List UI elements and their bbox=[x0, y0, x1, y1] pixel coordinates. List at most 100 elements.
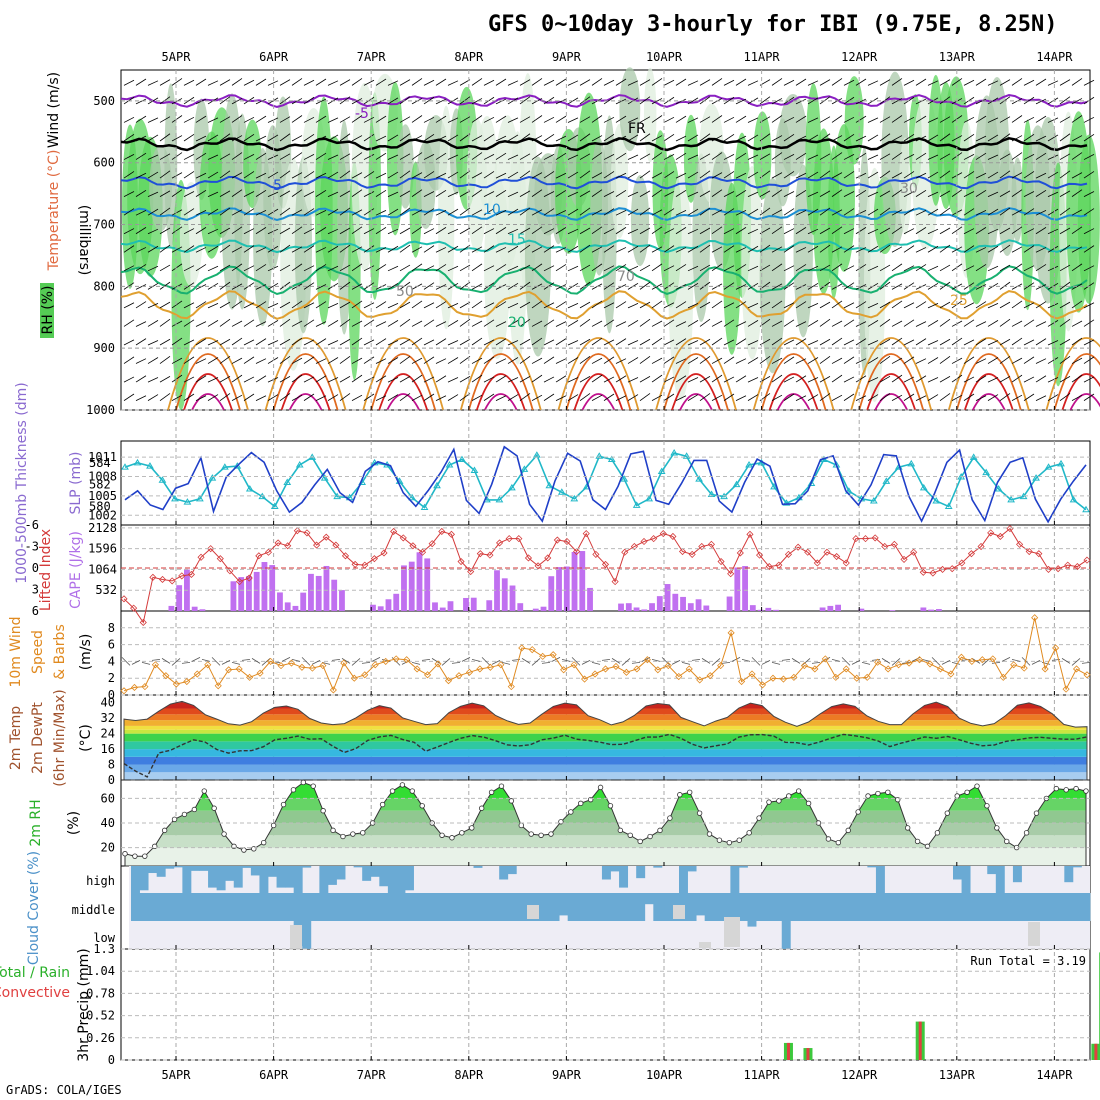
wind-barb bbox=[543, 134, 555, 142]
wind-barb bbox=[471, 226, 483, 235]
wind-barb bbox=[399, 393, 411, 401]
rh-marker bbox=[776, 798, 782, 804]
li-marker bbox=[813, 559, 821, 567]
wind-barb bbox=[471, 320, 483, 327]
wind-barb bbox=[591, 300, 603, 309]
wind-barb bbox=[279, 153, 291, 160]
rh-marker bbox=[568, 809, 574, 815]
wind-speed-marker bbox=[685, 665, 693, 673]
precip-convective-bar bbox=[1094, 1043, 1098, 1060]
cape-bar bbox=[509, 585, 516, 611]
wind-barb bbox=[759, 190, 771, 197]
wind-barb bbox=[183, 191, 195, 197]
wind-barb bbox=[819, 227, 831, 235]
wind-barb bbox=[387, 377, 399, 383]
surface-isotherm bbox=[167, 337, 249, 411]
wind-barb bbox=[975, 172, 987, 179]
cloud-middle-bar bbox=[439, 893, 449, 921]
wind-barb bbox=[987, 134, 999, 142]
cloud-high-bar bbox=[156, 866, 166, 877]
wind-barb bbox=[495, 358, 507, 364]
wind-barb bbox=[447, 171, 459, 179]
cloud-high-bar bbox=[961, 866, 971, 893]
wind-barb bbox=[279, 244, 291, 253]
rh-marker bbox=[637, 838, 643, 845]
wind-barb bbox=[543, 302, 555, 309]
wind-barb bbox=[195, 209, 207, 216]
cape-bar bbox=[486, 600, 493, 611]
wind-barb bbox=[663, 208, 675, 216]
wind-barb bbox=[555, 301, 567, 309]
wind-barb bbox=[1059, 96, 1071, 105]
surface-wind-barb bbox=[411, 662, 421, 665]
wind-barb bbox=[687, 208, 699, 216]
wind-speed-marker bbox=[486, 663, 494, 671]
wind-barb bbox=[387, 245, 399, 253]
wind-barb bbox=[675, 264, 687, 272]
wind-barb bbox=[639, 227, 651, 235]
cloud-high-bar bbox=[216, 866, 226, 891]
rh-marker bbox=[1073, 785, 1079, 792]
wind-barb bbox=[963, 116, 975, 123]
wind-barb bbox=[567, 171, 579, 179]
wind-barb bbox=[255, 301, 267, 309]
wind-barb bbox=[603, 319, 615, 327]
temp-band bbox=[124, 701, 1087, 703]
wind-barb bbox=[507, 228, 519, 235]
wind-barb bbox=[579, 355, 591, 364]
wind-barb bbox=[615, 358, 627, 364]
cape-bar bbox=[308, 573, 314, 611]
wind-barb bbox=[939, 96, 951, 105]
li-marker bbox=[601, 560, 610, 568]
wind-barb bbox=[315, 321, 327, 327]
wind-barb bbox=[351, 357, 363, 364]
wind-barb bbox=[519, 264, 531, 272]
wind-barb bbox=[327, 134, 339, 142]
bottom-date-label: 7APR bbox=[357, 1068, 387, 1082]
cape-bar bbox=[827, 605, 834, 611]
thickness-line-marker bbox=[245, 485, 254, 492]
wind-barb bbox=[231, 172, 243, 179]
wind-barb bbox=[183, 79, 195, 86]
wind-barb bbox=[675, 375, 687, 383]
wind-barb bbox=[411, 78, 423, 86]
rh-marker bbox=[389, 788, 396, 794]
wind-barb bbox=[591, 263, 603, 272]
thickness-line-marker bbox=[657, 467, 666, 475]
wind-barb bbox=[603, 265, 615, 272]
rh-marker bbox=[419, 803, 425, 809]
wind-barb bbox=[195, 395, 207, 401]
wind-barb bbox=[987, 191, 999, 198]
wind-speed-marker bbox=[162, 672, 170, 680]
wind-barb bbox=[135, 321, 147, 327]
cloud-middle-bar bbox=[1072, 893, 1082, 921]
surface-isotherm bbox=[386, 393, 421, 411]
surface-isotherm bbox=[581, 393, 616, 411]
surface-wind-barb bbox=[491, 660, 501, 665]
wind-barb bbox=[1023, 154, 1035, 160]
rh-blob bbox=[833, 124, 855, 272]
bottom-date-label: 6APR bbox=[259, 1068, 289, 1082]
wind-barb bbox=[783, 134, 795, 142]
wind-barb bbox=[783, 171, 795, 179]
wind-barb bbox=[843, 376, 855, 383]
wind-barb bbox=[435, 358, 447, 364]
wind-barb bbox=[147, 134, 159, 142]
cape-bar bbox=[742, 566, 748, 611]
surface-wind-barb bbox=[851, 660, 861, 665]
wind-barb bbox=[147, 228, 159, 235]
wind-barb bbox=[1035, 227, 1047, 235]
wind-barb bbox=[699, 79, 711, 86]
rh-band bbox=[125, 847, 1086, 866]
wind-barb bbox=[411, 246, 423, 253]
cloud-middle-bar bbox=[242, 893, 252, 921]
temp-tick: 40 bbox=[101, 696, 115, 710]
wind-barb bbox=[747, 191, 759, 198]
wind-barb bbox=[963, 208, 975, 216]
wind-barb bbox=[159, 153, 171, 160]
wind-barb bbox=[435, 338, 447, 346]
rh-marker bbox=[528, 831, 534, 837]
li-marker bbox=[303, 529, 311, 537]
wind-barb bbox=[279, 355, 291, 364]
wind-barb bbox=[387, 228, 399, 235]
